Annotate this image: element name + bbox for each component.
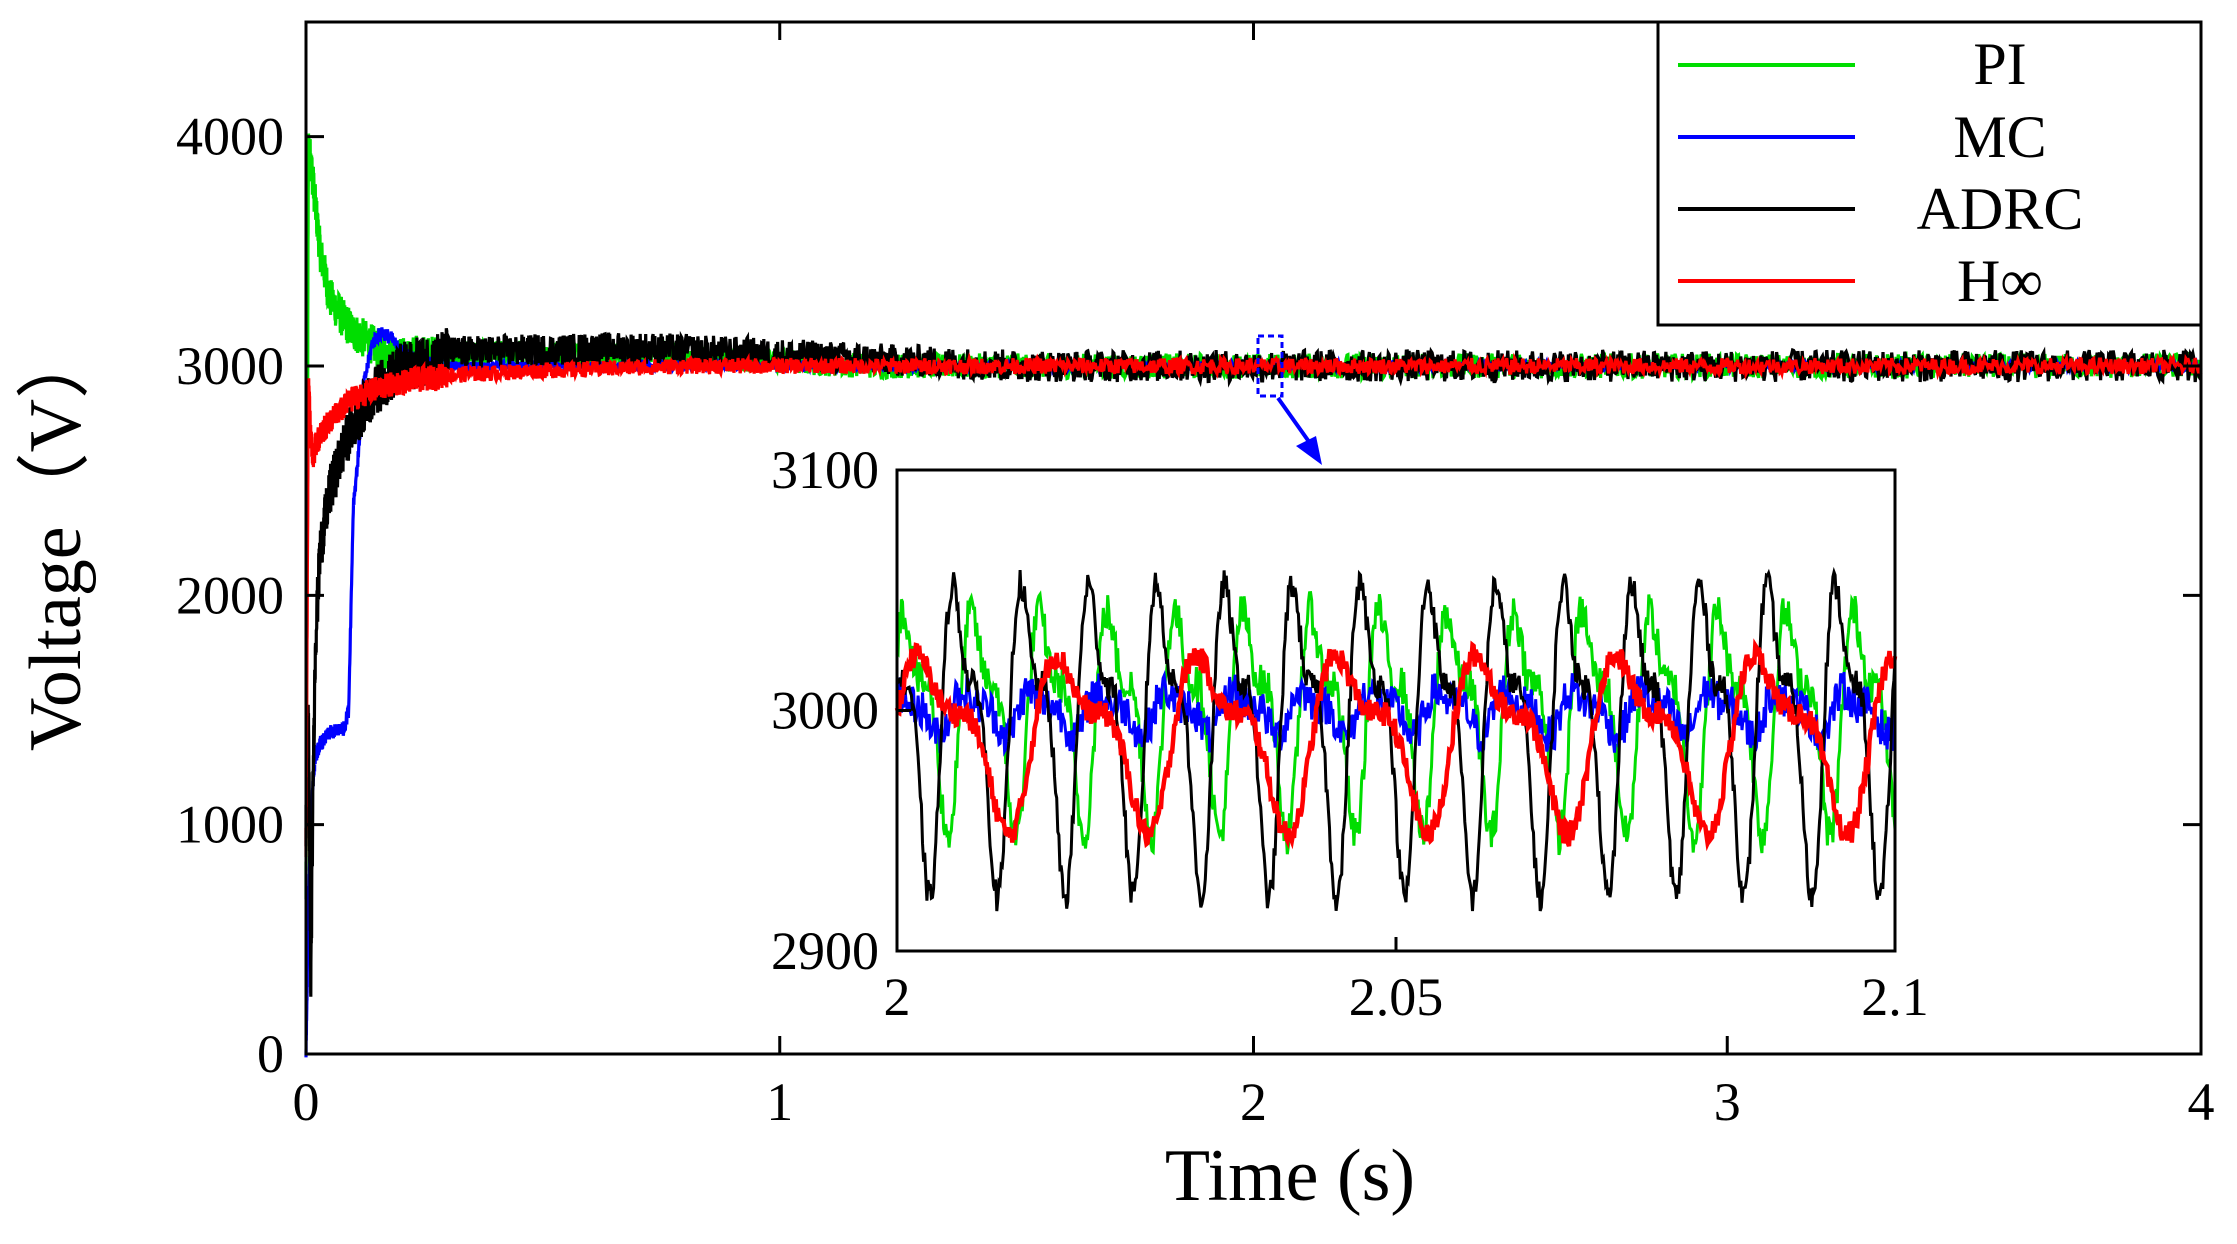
inset-series-group: [894, 566, 1898, 912]
y-tick-label: 0: [257, 1024, 284, 1084]
y-tick-label: 3000: [176, 336, 284, 396]
y-tick-label: 1000: [176, 795, 284, 855]
x-tick-label: 1: [766, 1072, 793, 1132]
main-series-hinf: [304, 352, 2203, 857]
legend: PI MC ADRC H∞: [1656, 20, 2203, 327]
x-tick-label: 0: [293, 1072, 320, 1132]
y-tick-label: 4000: [176, 107, 284, 167]
inset-ticks: 2 2.05 2.1 2900 3000 3100: [771, 440, 1929, 1027]
x-tick-label: 2: [1240, 1072, 1267, 1132]
inset-series-hinf: [894, 638, 1898, 852]
main-ticks: 0 1 2 3 4 0 1000 2000 3000 4000: [176, 22, 2215, 1132]
inset-x-tick-label: 2.05: [1349, 967, 1444, 1027]
inset-x-tick-label: 2.1: [1861, 967, 1929, 1027]
zoom-annotation: [1256, 334, 1322, 465]
legend-label-adrc: ADRC: [1917, 176, 2084, 242]
inset-chart: 2 2.05 2.1 2900 3000 3100: [771, 440, 1929, 1027]
inset-y-tick-label: 3000: [771, 681, 879, 741]
x-tick-label: 4: [2188, 1072, 2215, 1132]
zoom-arrow-head: [1296, 436, 1322, 465]
zoom-arrow-line: [1276, 396, 1314, 448]
legend-box: [1656, 20, 2203, 327]
inset-series-adrc: [895, 566, 1897, 912]
x-tick-label: 3: [1714, 1072, 1741, 1132]
y-axis-title: Voltage（V）: [15, 325, 97, 751]
inset-x-tick-label: 2: [884, 967, 911, 1027]
x-axis-title: Time (s): [1165, 1135, 1415, 1217]
legend-label-hinf: H∞: [1957, 248, 2043, 314]
y-tick-label: 2000: [176, 565, 284, 625]
legend-label-pi: PI: [1973, 31, 2026, 97]
inset-y-tick-label: 3100: [771, 440, 879, 500]
inset-series-pi: [895, 590, 1897, 856]
inset-y-tick-label: 2900: [771, 921, 879, 981]
main-series-group: [304, 133, 2203, 1058]
legend-label-mc: MC: [1953, 104, 2046, 170]
zoom-region-box: [1256, 334, 1284, 398]
